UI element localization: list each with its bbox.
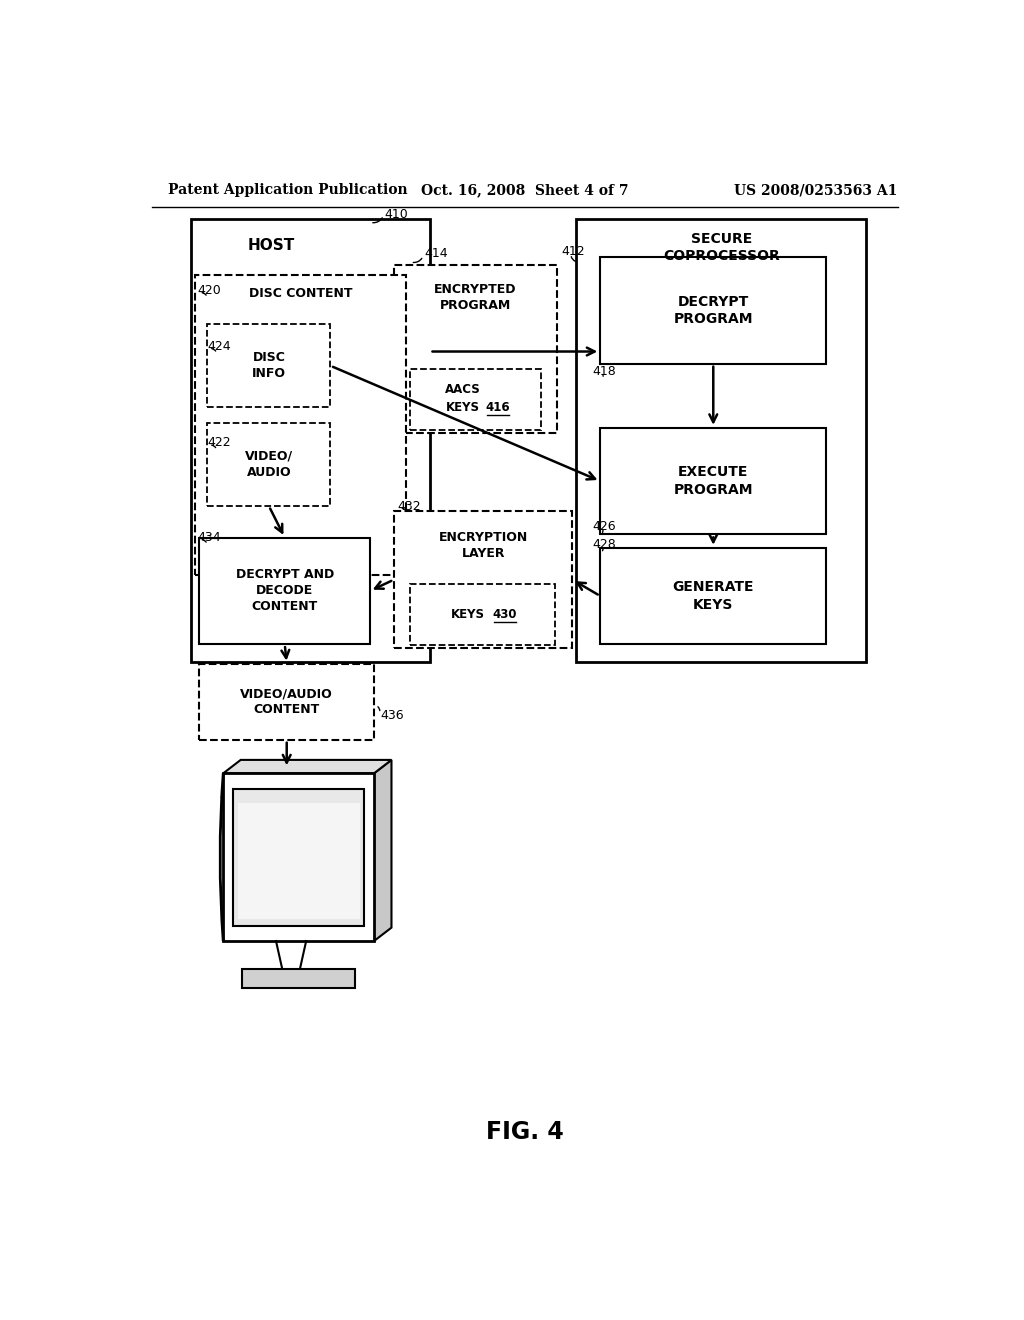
Bar [238,803,359,919]
Bar [600,548,826,644]
Text: 414: 414 [424,247,447,260]
Text: HOST: HOST [247,238,295,252]
Bar [394,511,572,648]
Text: 432: 432 [397,499,422,512]
Bar [196,276,406,576]
Text: 412: 412 [561,246,585,259]
Bar [200,664,374,739]
Text: 434: 434 [198,531,221,544]
Bar [394,265,557,433]
Bar [242,969,355,987]
Text: 418: 418 [592,366,616,379]
Text: 436: 436 [380,709,404,722]
Text: 422: 422 [207,437,231,450]
Bar [200,537,370,644]
Text: KEYS: KEYS [446,401,480,414]
Bar [223,774,374,941]
Bar [191,219,430,661]
Text: VIDEO/AUDIO
CONTENT: VIDEO/AUDIO CONTENT [241,688,333,717]
Text: 416: 416 [485,401,510,414]
Polygon shape [374,760,391,941]
Bar [410,368,541,430]
Bar [410,585,555,645]
Text: Oct. 16, 2008  Sheet 4 of 7: Oct. 16, 2008 Sheet 4 of 7 [421,183,629,197]
Text: DISC CONTENT: DISC CONTENT [249,288,352,301]
Text: KEYS: KEYS [451,609,485,622]
Text: EXECUTE
PROGRAM: EXECUTE PROGRAM [674,466,753,496]
Text: 438: 438 [219,791,243,803]
Text: GENERATE
KEYS: GENERATE KEYS [673,581,754,611]
Bar [600,428,826,535]
Text: 430: 430 [493,609,517,622]
Text: DISC
INFO: DISC INFO [252,351,286,380]
Text: DECRYPT AND
DECODE
CONTENT: DECRYPT AND DECODE CONTENT [236,569,334,614]
Text: ENCRYPTED
PROGRAM: ENCRYPTED PROGRAM [434,284,516,313]
Text: FIG. 4: FIG. 4 [486,1121,563,1144]
Bar [207,325,331,408]
Text: 424: 424 [207,341,231,352]
Text: US 2008/0253563 A1: US 2008/0253563 A1 [734,183,898,197]
Text: 428: 428 [592,539,616,552]
Text: 410: 410 [384,207,409,220]
Bar [232,789,365,927]
Text: Patent Application Publication: Patent Application Publication [168,183,408,197]
Text: SECURE
COPROCESSOR: SECURE COPROCESSOR [663,231,779,263]
Text: ENCRYPTION
LAYER: ENCRYPTION LAYER [438,532,527,561]
Polygon shape [223,760,391,774]
Text: AACS: AACS [445,383,481,396]
Text: 426: 426 [592,520,615,533]
Bar [600,257,826,364]
Bar [207,422,331,506]
Text: VIDEO/
AUDIO: VIDEO/ AUDIO [245,450,293,479]
Text: DECRYPT
PROGRAM: DECRYPT PROGRAM [674,294,753,326]
Bar [577,219,866,661]
Text: 420: 420 [198,284,221,297]
